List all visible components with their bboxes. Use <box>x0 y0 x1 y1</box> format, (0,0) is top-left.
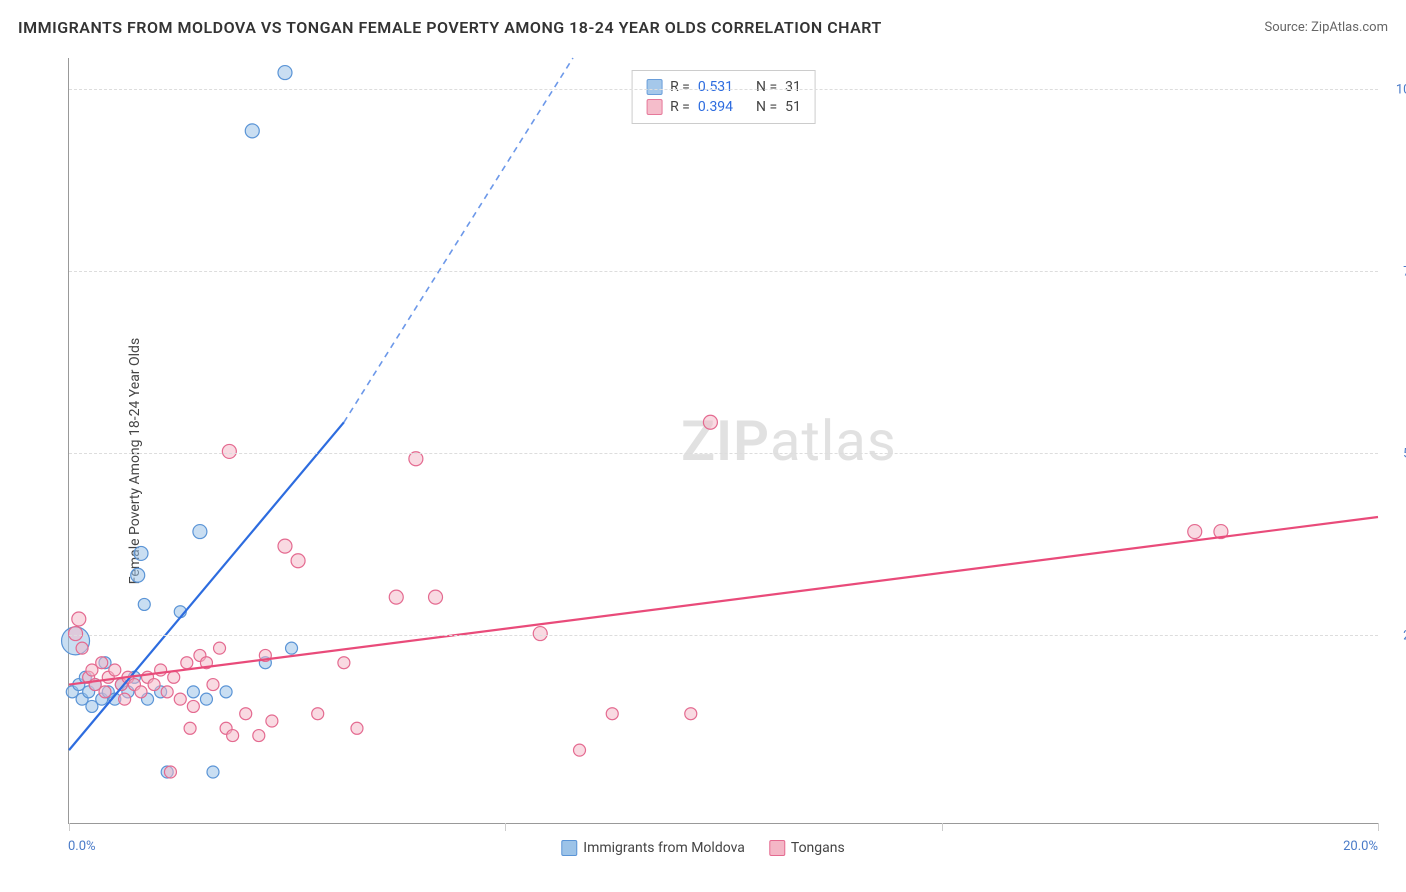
data-point-moldova <box>187 686 199 698</box>
data-point-tongans <box>99 686 111 698</box>
plot-area: ZIPatlas R = 0.531 N = 31R = 0.394 N = 5… <box>68 58 1378 824</box>
data-point-tongans <box>222 444 236 458</box>
legend-swatch <box>561 840 577 856</box>
data-point-tongans <box>1188 525 1202 539</box>
data-point-tongans <box>109 664 121 676</box>
y-tick-label: 100.0% <box>1383 83 1406 98</box>
y-tick-label: 25.0% <box>1383 628 1406 643</box>
data-point-moldova <box>134 546 148 560</box>
trendline-tongans <box>69 517 1378 685</box>
x-axis-min-label: 0.0% <box>68 839 96 854</box>
data-point-tongans <box>338 657 350 669</box>
gridline <box>69 453 1378 454</box>
data-point-tongans <box>76 642 88 654</box>
gridline <box>69 271 1378 272</box>
data-point-tongans <box>214 642 226 654</box>
data-point-moldova <box>200 693 212 705</box>
series-legend: Immigrants from Moldova Tongans <box>561 840 844 856</box>
data-point-tongans <box>174 693 186 705</box>
data-point-moldova <box>138 598 150 610</box>
data-point-tongans <box>574 744 586 756</box>
data-point-moldova <box>245 124 259 138</box>
y-tick-label: 50.0% <box>1383 446 1406 461</box>
data-point-tongans <box>184 722 196 734</box>
data-point-moldova <box>193 525 207 539</box>
data-point-tongans <box>389 590 403 604</box>
data-point-tongans <box>253 730 265 742</box>
data-point-tongans <box>533 627 547 641</box>
gridline <box>69 89 1378 90</box>
data-point-tongans <box>227 730 239 742</box>
data-point-tongans <box>72 612 86 626</box>
y-tick-label: 75.0% <box>1383 265 1406 280</box>
legend-item-tongans: Tongans <box>769 840 845 856</box>
data-point-tongans <box>351 722 363 734</box>
x-tick <box>942 823 943 831</box>
data-point-tongans <box>685 708 697 720</box>
data-point-tongans <box>96 657 108 669</box>
x-tick <box>1378 823 1379 831</box>
legend-label: Immigrants from Moldova <box>583 840 745 856</box>
data-point-tongans <box>266 715 278 727</box>
data-point-tongans <box>278 539 292 553</box>
data-point-moldova <box>220 686 232 698</box>
data-point-tongans <box>161 686 173 698</box>
x-axis-max-label: 20.0% <box>1343 839 1378 854</box>
data-point-moldova <box>286 642 298 654</box>
data-point-tongans <box>291 554 305 568</box>
x-tick <box>69 823 70 831</box>
data-point-moldova <box>131 568 145 582</box>
gridline <box>69 635 1378 636</box>
data-point-tongans <box>69 627 83 641</box>
data-point-tongans <box>429 590 443 604</box>
legend-swatch <box>769 840 785 856</box>
legend-label: Tongans <box>791 840 845 856</box>
data-point-moldova <box>207 766 219 778</box>
chart-svg <box>69 58 1378 823</box>
data-point-tongans <box>703 415 717 429</box>
data-point-tongans <box>181 657 193 669</box>
data-point-tongans <box>606 708 618 720</box>
chart-container: Female Poverty Among 18-24 Year Olds ZIP… <box>18 48 1388 874</box>
data-point-tongans <box>312 708 324 720</box>
trendline-extrapolated-moldova <box>344 58 573 422</box>
source-attribution: Source: ZipAtlas.com <box>1264 20 1388 35</box>
legend-item-moldova: Immigrants from Moldova <box>561 840 745 856</box>
data-point-tongans <box>168 671 180 683</box>
data-point-tongans <box>164 766 176 778</box>
data-point-tongans <box>135 686 147 698</box>
data-point-tongans <box>409 452 423 466</box>
data-point-tongans <box>119 693 131 705</box>
data-point-moldova <box>278 66 292 80</box>
data-point-tongans <box>240 708 252 720</box>
data-point-tongans <box>148 679 160 691</box>
chart-title: IMMIGRANTS FROM MOLDOVA VS TONGAN FEMALE… <box>18 18 882 37</box>
x-tick <box>505 823 506 831</box>
data-point-tongans <box>187 700 199 712</box>
data-point-tongans <box>207 679 219 691</box>
